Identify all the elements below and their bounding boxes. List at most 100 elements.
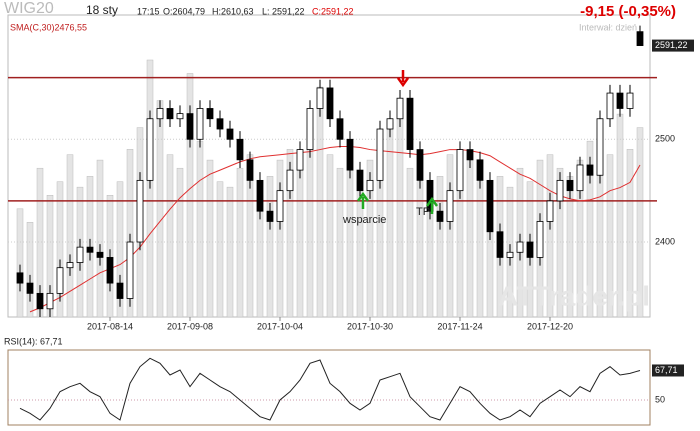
candle-body [386,118,394,130]
volume-bar [156,100,164,318]
x-tick-label: 2017-12-20 [527,321,573,331]
volume-bar [396,113,404,318]
candle-body [306,108,314,150]
candle-body [296,149,304,171]
change: -9,15 (-0,35%) [580,3,676,20]
candle-body [136,179,144,243]
candle-body [376,128,384,181]
candle-body [76,246,84,263]
volume-bar [176,167,184,318]
candle-body [436,210,444,222]
last-price-box [652,39,694,52]
candle-body [606,92,614,120]
x-tick-label: 2017-11-24 [437,321,482,331]
target-arrow [425,196,439,214]
target-label: TP [416,206,430,218]
volume-bar [196,140,204,318]
candle-body [216,118,224,130]
candle-body [156,108,164,120]
candle-body [276,190,284,222]
interval: Interwał: dzień [579,22,637,32]
volume-bar [476,181,484,318]
candle-body [246,159,254,181]
open: O:2604,79 [163,6,205,16]
volume-bar [126,149,134,318]
candle-body [126,241,134,299]
candle-body [316,87,324,109]
candle-body [66,262,74,269]
volume-bar [226,186,234,318]
candle-body [536,221,544,258]
candle-body [206,108,214,120]
candle-body [326,87,334,120]
candle-body [636,31,644,46]
candle-body [516,241,524,253]
volume-bar [606,154,614,318]
candle-body [266,210,274,222]
volume-bar [406,167,414,318]
low: L: 2591,22 [262,6,305,16]
candle-body [146,118,154,181]
candle-body [26,282,34,294]
rsi-last-label: 67,71 [655,365,678,375]
y-tick-label: 2400 [655,236,675,246]
x-tick-label: 2017-10-04 [257,321,303,331]
candle-body [356,169,364,192]
candle-body [526,241,534,258]
volume-bar [206,159,214,318]
volume-bar [436,176,444,318]
close: C:2591,22 [312,6,354,16]
candle-body [86,246,94,253]
candle-body [366,179,374,192]
candle-body [506,251,514,258]
last-price-label: 2591,22 [655,40,688,50]
volume-bar [466,159,474,318]
candle-body [56,267,64,294]
sell-arrow [396,70,410,88]
candle-body [406,97,414,150]
volume-bar [296,167,304,318]
candle-body [36,292,44,310]
sma-label: SMA(C,30)2476,55 [10,22,87,32]
rsi-frame [7,349,651,426]
x-tick-label: 2017-08-14 [87,321,133,331]
volume-bar [556,167,564,318]
rsi-line [19,357,641,421]
volume-bar [446,154,454,318]
high: H:2610,63 [212,6,254,16]
candle-body [186,113,194,140]
rsi-title: RSI(14): 67,71 [4,336,63,346]
candle-body [256,179,264,212]
volume-bar [216,181,224,318]
support-arrow [356,191,370,209]
volume-bar [626,149,634,318]
time: 17:15 [137,6,160,16]
x-tick-label: 2017-09-08 [167,321,213,331]
volume-bar [16,208,24,318]
candle-body [286,169,294,192]
support-label: wsparcie [342,214,386,226]
y-tick-label: 2500 [655,134,675,144]
candle-body [576,164,584,192]
date: 18 sty [86,3,118,17]
volume-bar [416,181,424,318]
volume-bar [236,167,244,318]
candle-body [586,164,594,176]
volume-bar [636,127,644,318]
candle-body [196,108,204,140]
candle-body [16,272,24,284]
volume-bar [96,159,104,318]
candle-body [626,92,634,109]
rsi-last-box [652,364,684,377]
candle-body [396,97,404,120]
volume-bar [56,181,64,318]
volume-bar [286,149,294,318]
candle-body [176,113,184,120]
watermark: ATTrader.pl [498,280,650,311]
candle-body [556,179,564,202]
candle-body [166,108,174,120]
volume-bar [166,154,174,318]
volume-bar [586,140,594,318]
candle-body [336,118,344,140]
